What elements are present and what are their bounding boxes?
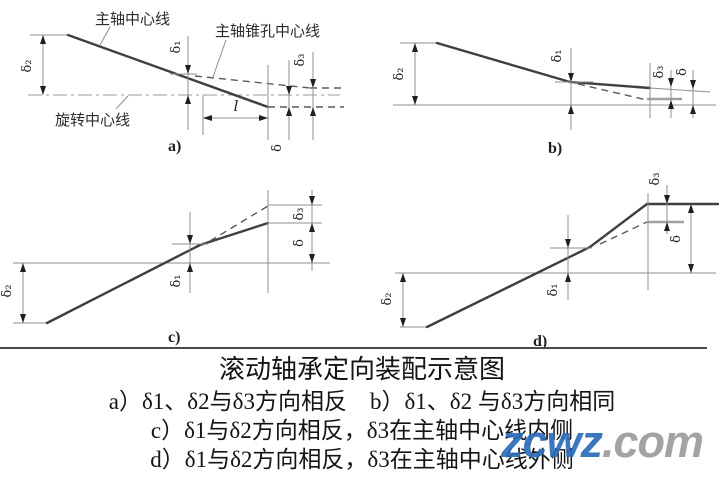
delta3-label: δ₃ bbox=[648, 172, 663, 185]
delta1-label: δ₁ bbox=[169, 274, 184, 287]
dim-delta: δ bbox=[669, 204, 694, 273]
dim-delta1: δ₁ bbox=[169, 36, 191, 130]
caption-line-ab: a）δ1、δ2与δ3方向相反 b）δ1、δ2 与δ3方向相同 bbox=[108, 389, 616, 414]
leader-line bbox=[99, 26, 111, 46]
taper-hole-center-line bbox=[209, 205, 269, 242]
arrow-down-icon bbox=[310, 79, 316, 88]
arrow-up-icon bbox=[286, 107, 292, 116]
spindle-extension bbox=[649, 87, 711, 93]
delta-label: δ bbox=[669, 235, 684, 243]
arrow-up-icon bbox=[688, 204, 694, 213]
dim-delta2: δ₂ bbox=[380, 273, 406, 327]
panel-a: δ₂ δ₁ l δ δ₃ 主轴中心 bbox=[20, 11, 344, 155]
arrow-up-icon bbox=[187, 263, 193, 272]
dim-delta1: δ₁ bbox=[546, 215, 571, 300]
arrow-down-icon bbox=[20, 314, 26, 323]
spindle-center-line bbox=[66, 33, 270, 109]
arrow-up-icon bbox=[185, 95, 191, 104]
dim-length-l: l bbox=[203, 97, 268, 121]
dim-delta3: δ₃ bbox=[652, 65, 674, 118]
dim-delta1: δ₁ bbox=[169, 212, 193, 293]
arrow-up-icon bbox=[20, 263, 26, 272]
arrow-down-icon bbox=[664, 195, 670, 204]
panel-a-label: a) bbox=[168, 138, 181, 155]
arrow-down-icon bbox=[187, 235, 193, 244]
delta1-label: δ₁ bbox=[546, 283, 561, 296]
panel-b-label: b) bbox=[548, 140, 562, 157]
bearing-assembly-diagram: δ₂ δ₁ l δ δ₃ 主轴中心 bbox=[0, 11, 720, 350]
delta-label: δ bbox=[292, 239, 307, 247]
length-l-label: l bbox=[234, 97, 239, 115]
arrow-down-icon bbox=[568, 73, 574, 82]
watermark-tld: .com bbox=[602, 416, 704, 467]
dim-delta2: δ₂ bbox=[392, 43, 418, 105]
delta2-label: δ₂ bbox=[0, 284, 15, 297]
taper-hole-center-line bbox=[599, 221, 648, 245]
delta1-label: δ₁ bbox=[169, 40, 184, 53]
arrow-down-icon bbox=[40, 86, 46, 95]
spindle-center-line bbox=[45, 221, 270, 325]
delta-label: δ bbox=[270, 144, 285, 152]
panel-d: δ₂ δ₁ δ₃ δ d) bbox=[380, 172, 720, 350]
arrow-down-icon bbox=[309, 254, 315, 263]
arrow-down-icon bbox=[690, 80, 696, 89]
delta3-label: δ₃ bbox=[293, 53, 308, 66]
dim-delta: δ bbox=[270, 60, 292, 152]
arrow-down-icon bbox=[668, 78, 674, 87]
arrow-up-icon bbox=[412, 43, 418, 52]
arrow-left-icon bbox=[203, 115, 212, 121]
delta1-label: δ₁ bbox=[550, 49, 565, 62]
arrow-down-icon bbox=[185, 65, 191, 74]
arrow-up-icon bbox=[664, 222, 670, 231]
dim-delta2: δ₂ bbox=[20, 35, 46, 95]
rotation-center-line-label: 旋转中心线 bbox=[55, 112, 130, 129]
arrow-down-icon bbox=[412, 96, 418, 105]
spindle-center-line bbox=[435, 41, 652, 90]
arrow-down-icon bbox=[400, 318, 406, 327]
dim-delta2: δ₂ bbox=[0, 263, 26, 323]
arrow-down-icon bbox=[688, 264, 694, 273]
delta3-label: δ₃ bbox=[292, 207, 307, 220]
arrow-up-icon bbox=[310, 107, 316, 116]
arrow-up-icon bbox=[309, 223, 315, 232]
panel-d-label: d) bbox=[533, 333, 547, 350]
dim-delta3: δ₃ bbox=[648, 172, 670, 234]
dim-delta3: δ₃ bbox=[293, 52, 316, 140]
delta2-label: δ₂ bbox=[392, 67, 407, 80]
delta-label: δ bbox=[675, 68, 690, 76]
arrow-up-icon bbox=[565, 273, 571, 282]
caption-title: 滚动轴承定向装配示意图 bbox=[218, 355, 505, 384]
watermark-name: zcwz bbox=[501, 416, 603, 467]
dim-delta: δ bbox=[675, 68, 696, 118]
arrow-up-icon bbox=[690, 105, 696, 114]
arrow-up-icon bbox=[568, 105, 574, 114]
arrow-down-icon bbox=[286, 86, 292, 95]
arrow-up-icon bbox=[40, 35, 46, 44]
spindle-center-line-label: 主轴中心线 bbox=[95, 11, 170, 28]
watermark: zcwz.com bbox=[501, 416, 704, 467]
caption-block: 滚动轴承定向装配示意图 a）δ1、δ2与δ3方向相反 b）δ1、δ2 与δ3方向… bbox=[0, 353, 724, 474]
spindle-center-line bbox=[425, 202, 720, 329]
delta3-label: δ₃ bbox=[652, 65, 667, 78]
dim-delta1: δ₁ bbox=[550, 48, 574, 130]
delta2-label: δ₂ bbox=[380, 292, 395, 305]
arrow-right-icon bbox=[259, 115, 268, 121]
panel-c: δ₂ δ₁ δ₃ δ c) bbox=[0, 190, 330, 346]
arrow-up-icon bbox=[400, 273, 406, 282]
taper-hole-center-line-label: 主轴锥孔中心线 bbox=[215, 23, 320, 40]
caption-line-d: d）δ1与δ2方向相反，δ3在主轴中心线外侧 bbox=[150, 447, 574, 472]
leader-line bbox=[212, 39, 227, 78]
leader-line bbox=[115, 95, 129, 110]
delta2-label: δ₂ bbox=[20, 59, 35, 72]
arrow-up-icon bbox=[668, 100, 674, 109]
caption-line-c: c）δ1与δ2方向相反，δ3在主轴中心线内侧 bbox=[150, 418, 574, 443]
dim-delta3-delta: δ₃ δ bbox=[292, 190, 315, 271]
panel-c-label: c) bbox=[168, 329, 180, 346]
arrow-down-icon bbox=[309, 196, 315, 205]
panel-b: δ₂ δ₁ δ₃ δ b) bbox=[392, 41, 716, 157]
arrow-down-icon bbox=[565, 239, 571, 248]
